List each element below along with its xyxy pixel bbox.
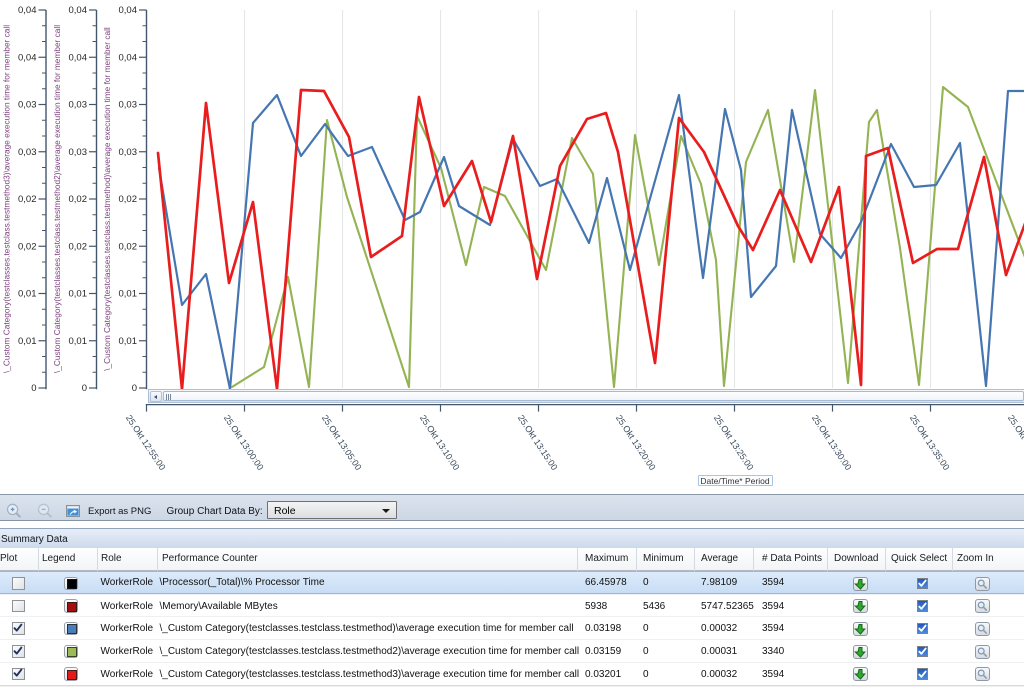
svg-text:25.Okt 13:00:00: 25.Okt 13:00:00 [222,413,266,472]
svg-text:25.Okt 13:30:00: 25.Okt 13:30:00 [810,413,854,472]
svg-text:25.Okt 13:10:00: 25.Okt 13:10:00 [418,413,462,472]
svg-text:0,02: 0,02 [69,241,88,252]
svg-text:0,04: 0,04 [119,52,138,63]
svg-text:0,02: 0,02 [69,194,88,205]
svg-text:0,01: 0,01 [119,289,138,300]
svg-text:0,04: 0,04 [119,5,138,16]
svg-text:0,03: 0,03 [119,100,138,111]
svg-text:0,02: 0,02 [18,241,37,252]
svg-text:0,04: 0,04 [69,52,88,63]
svg-text:0,02: 0,02 [18,194,37,205]
svg-text:0,03: 0,03 [119,147,138,158]
svg-text:25.Okt 13:40:00: 25.Okt 13:40:00 [1006,413,1024,472]
svg-text:0,04: 0,04 [18,5,37,16]
svg-text:25.Okt 13:15:00: 25.Okt 13:15:00 [516,413,560,472]
svg-text:0: 0 [31,383,36,394]
svg-text:0,04: 0,04 [18,52,37,63]
svg-text:0,01: 0,01 [18,336,37,347]
svg-text:25.Okt 12:55:00: 25.Okt 12:55:00 [124,413,168,472]
svg-text:\_Custom Category(testclasses.: \_Custom Category(testclasses.testclass.… [2,25,12,373]
svg-text:0,02: 0,02 [119,194,138,205]
svg-text:0,03: 0,03 [18,147,37,158]
svg-text:0,02: 0,02 [119,241,138,252]
svg-text:0,03: 0,03 [69,147,88,158]
svg-text:0,03: 0,03 [18,100,37,111]
svg-text:\_Custom Category(testclasses.: \_Custom Category(testclasses.testclass.… [102,27,112,371]
svg-text:25.Okt 13:35:00: 25.Okt 13:35:00 [908,413,952,472]
svg-text:0,01: 0,01 [119,336,138,347]
svg-text:0: 0 [82,383,87,394]
svg-text:\_Custom Category(testclasses.: \_Custom Category(testclasses.testclass.… [52,25,62,373]
svg-text:0,01: 0,01 [69,336,88,347]
svg-text:0,03: 0,03 [69,100,88,111]
svg-text:0,01: 0,01 [69,289,88,300]
svg-text:25.Okt 13:25:00: 25.Okt 13:25:00 [712,413,756,472]
svg-text:25.Okt 13:20:00: 25.Okt 13:20:00 [614,413,658,472]
svg-text:0: 0 [132,383,137,394]
svg-text:0,01: 0,01 [18,289,37,300]
svg-text:0,04: 0,04 [69,5,88,16]
svg-text:25.Okt 13:05:00: 25.Okt 13:05:00 [320,413,364,472]
